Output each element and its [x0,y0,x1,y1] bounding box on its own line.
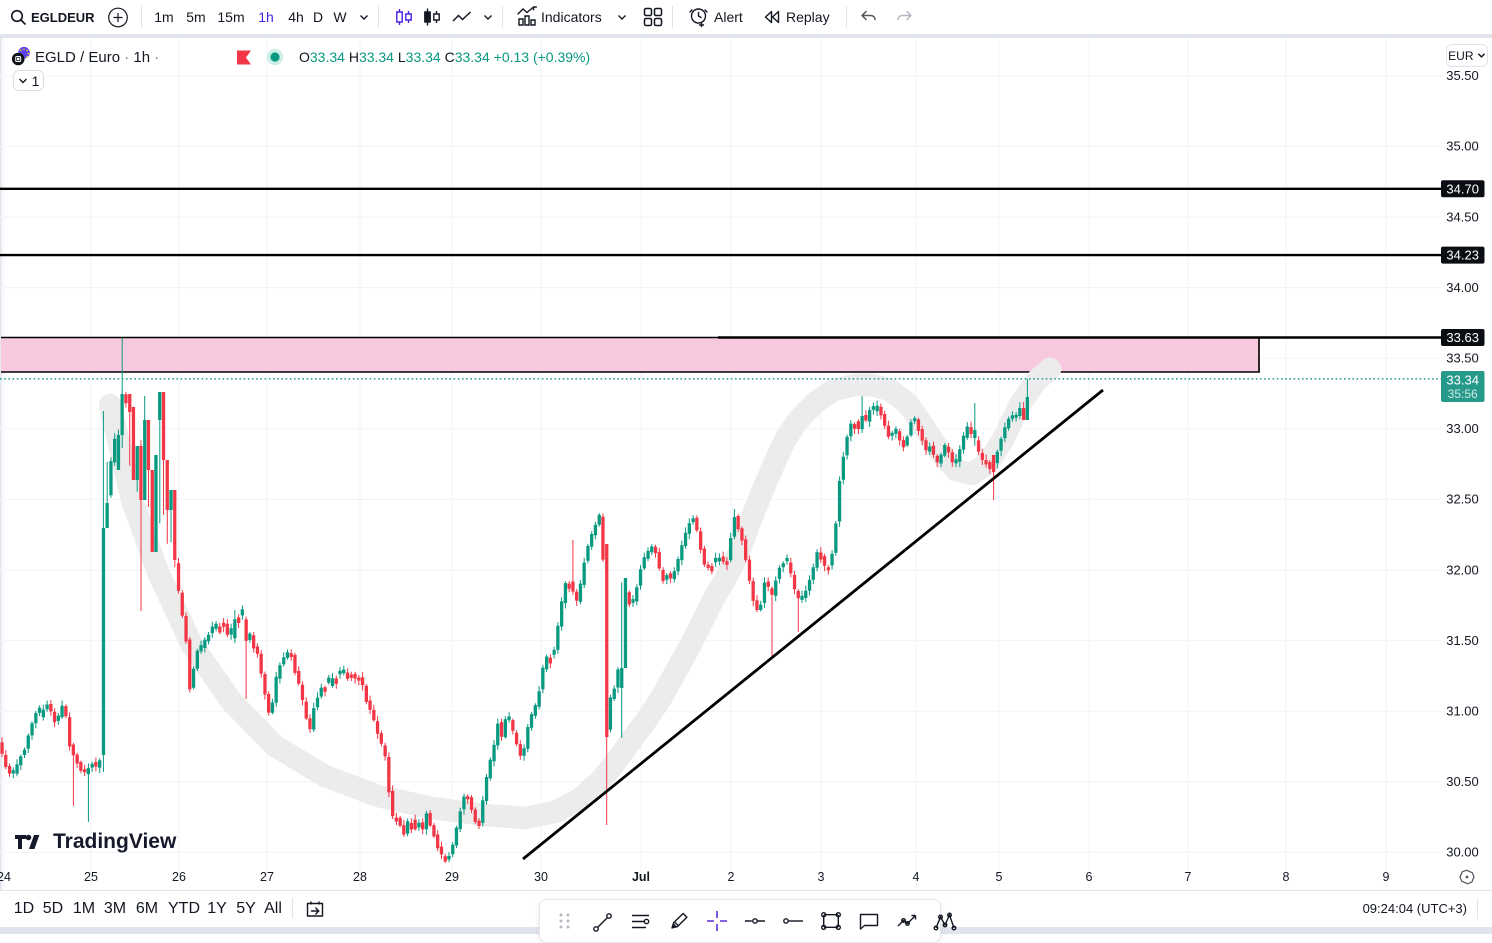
svg-text:30.50: 30.50 [1446,774,1479,789]
svg-text:32.00: 32.00 [1446,562,1479,577]
svg-text:4: 4 [913,870,920,884]
svg-text:3: 3 [818,870,825,884]
svg-text:27: 27 [260,870,274,884]
svg-text:34.00: 34.00 [1446,280,1479,295]
svg-text:31.50: 31.50 [1446,633,1479,648]
svg-text:Jul: Jul [632,870,650,884]
svg-text:31.00: 31.00 [1446,704,1479,719]
svg-text:35:56: 35:56 [1448,387,1478,401]
svg-text:28: 28 [353,870,367,884]
svg-text:29: 29 [445,870,459,884]
svg-text:7: 7 [1185,870,1192,884]
svg-text:35.00: 35.00 [1446,139,1479,154]
svg-text:32.50: 32.50 [1446,492,1479,507]
svg-text:35.50: 35.50 [1446,68,1479,83]
svg-text:24: 24 [0,870,11,884]
svg-text:5: 5 [996,870,1003,884]
svg-text:33.34: 33.34 [1446,372,1479,387]
svg-text:34.50: 34.50 [1446,209,1479,224]
svg-text:33.63: 33.63 [1446,330,1479,345]
svg-text:9: 9 [1383,870,1390,884]
svg-text:26: 26 [172,870,186,884]
svg-text:34.70: 34.70 [1446,181,1479,196]
svg-text:33.00: 33.00 [1446,421,1479,436]
svg-text:30.00: 30.00 [1446,845,1479,860]
svg-text:30: 30 [534,870,548,884]
svg-text:25: 25 [84,870,98,884]
svg-text:2: 2 [728,870,735,884]
svg-text:8: 8 [1283,870,1290,884]
svg-text:6: 6 [1086,870,1093,884]
svg-text:33.50: 33.50 [1446,351,1479,366]
svg-text:34.23: 34.23 [1446,248,1479,263]
